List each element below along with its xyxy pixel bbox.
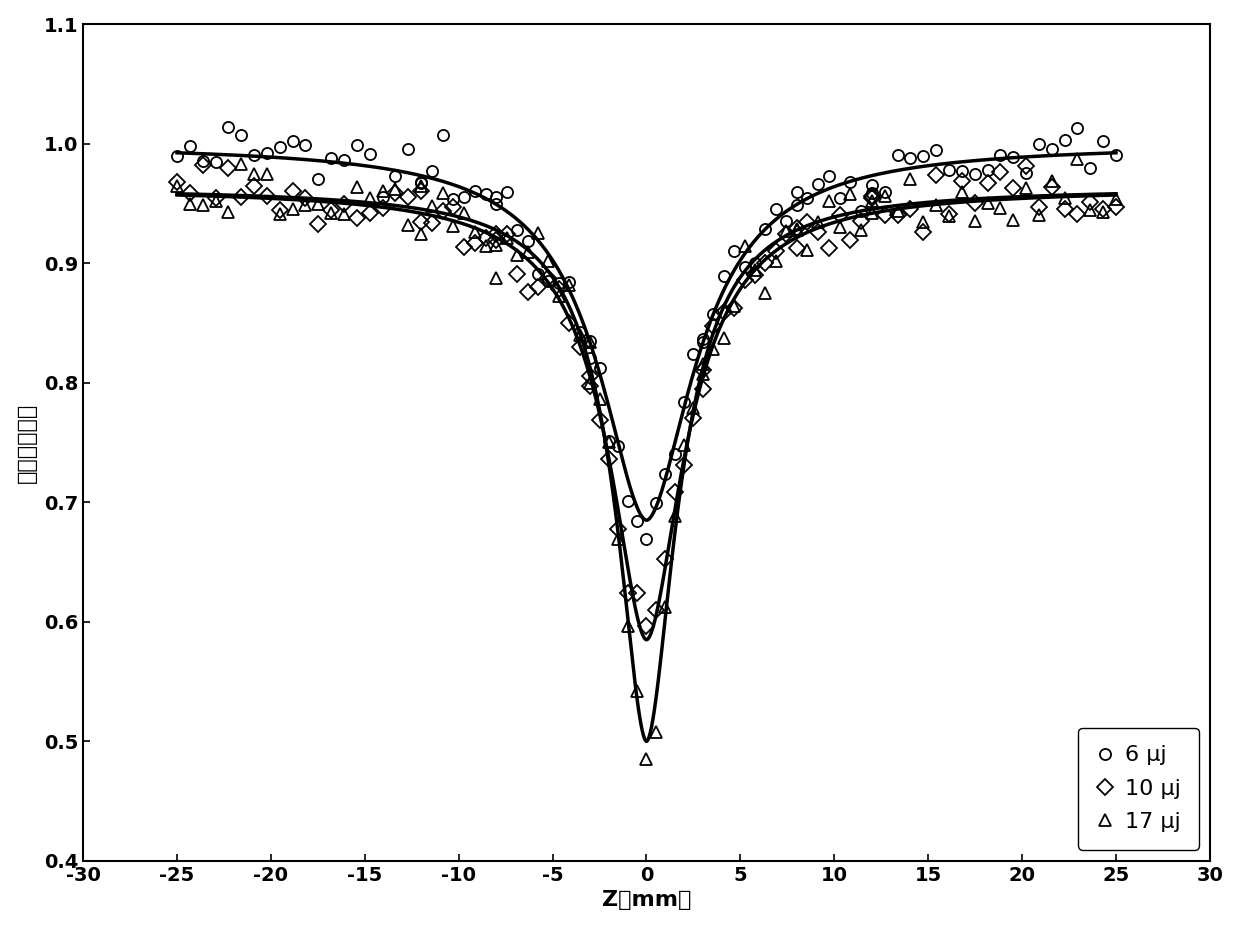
10 μj <box>324 205 339 216</box>
17 μj <box>993 202 1008 213</box>
10 μj <box>1109 201 1123 212</box>
10 μj <box>667 487 682 498</box>
6 μj <box>298 140 312 151</box>
6 μj <box>221 121 236 133</box>
6 μj <box>639 533 653 544</box>
10 μj <box>414 216 429 227</box>
10 μj <box>298 193 312 204</box>
Line: 17 μj: 17 μj <box>171 153 1121 764</box>
17 μj <box>658 601 673 612</box>
10 μj <box>562 317 577 328</box>
17 μj <box>1070 153 1085 164</box>
6 μj <box>324 152 339 163</box>
10 μj <box>639 620 653 631</box>
17 μj <box>1109 193 1123 204</box>
X-axis label: Z（mm）: Z（mm） <box>601 890 691 910</box>
Y-axis label: 归一化透过率: 归一化透过率 <box>16 402 37 483</box>
6 μj <box>170 150 185 161</box>
Line: 6 μj: 6 μj <box>171 121 1121 544</box>
6 μj <box>1006 151 1021 162</box>
17 μj <box>311 198 326 210</box>
17 μj <box>170 181 185 192</box>
6 μj <box>1109 149 1123 160</box>
Legend: 6 μj, 10 μj, 17 μj: 6 μj, 10 μj, 17 μj <box>1079 728 1199 850</box>
17 μj <box>552 290 567 301</box>
6 μj <box>414 176 429 187</box>
17 μj <box>639 753 653 764</box>
10 μj <box>170 176 185 187</box>
10 μj <box>1006 183 1021 194</box>
6 μj <box>562 276 577 287</box>
Line: 10 μj: 10 μj <box>171 159 1121 631</box>
17 μj <box>401 220 415 231</box>
17 μj <box>285 203 300 214</box>
6 μj <box>667 449 682 460</box>
10 μj <box>195 159 210 171</box>
